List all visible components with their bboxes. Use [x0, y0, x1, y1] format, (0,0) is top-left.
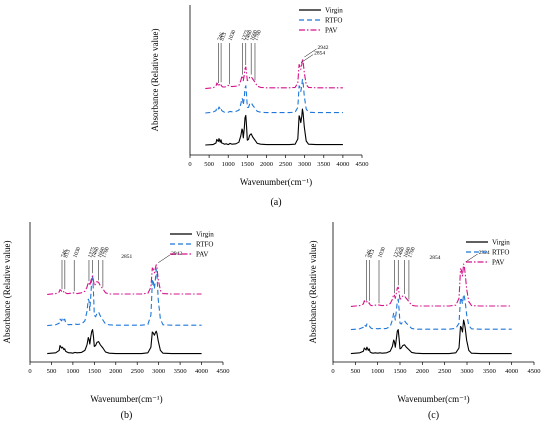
annotation-label: 1030: [72, 246, 82, 259]
annotation-label: 1600: [403, 246, 413, 259]
annotation-arrow: [300, 54, 314, 63]
x-tick-label: 4000: [336, 161, 349, 168]
x-tick-label: 4500: [356, 161, 369, 168]
x-tick-label: 0: [28, 368, 31, 375]
x-tick-label: 1000: [371, 368, 384, 375]
series-line-virgin: [47, 329, 202, 355]
chart-panel-2: 0 500 1000 1500 2000 2500 3000 3500 4000 4500 Wave…: [308, 222, 541, 421]
annotation-label: 746: [60, 249, 69, 259]
x-tick-label: 3500: [317, 161, 330, 168]
annotation-label: 2942: [171, 251, 182, 257]
annotation-label: 2854: [314, 51, 325, 57]
x-tick-label: 2500: [131, 368, 144, 375]
x-axis-title: Wavenumber(cm⁻¹): [397, 394, 469, 404]
x-tick-label: 0: [188, 161, 191, 168]
x-tick-label: 2000: [109, 368, 122, 375]
panel-label: (c): [428, 410, 439, 421]
x-tick-label: 4500: [217, 368, 230, 375]
panel-label: (a): [270, 197, 281, 208]
y-axis-title: Absorbance (Relative value): [2, 241, 12, 344]
x-tick-label: 500: [204, 161, 214, 168]
series-line-pav: [47, 264, 202, 295]
panel-label: (b): [121, 410, 133, 421]
legend-label-virgin: Virgin: [196, 231, 214, 239]
series-line-virgin: [205, 108, 343, 146]
annotation-label: 1460: [397, 246, 407, 259]
x-tick-label: 1000: [222, 161, 235, 168]
x-tick-label: 3000: [298, 161, 311, 168]
x-tick-label: 2500: [438, 368, 451, 375]
series-line-rtfo: [350, 293, 512, 331]
series-line-rtfo: [47, 268, 202, 327]
x-tick-label: 1500: [394, 368, 407, 375]
series-line-pav: [205, 58, 343, 90]
annotation-label: 1600: [249, 29, 259, 42]
annotation-label: 813: [368, 249, 377, 259]
series-line-rtfo: [205, 78, 343, 114]
annotation-label: 813: [63, 249, 72, 259]
annotation-label: 1030: [228, 29, 238, 42]
x-axis-title: Wavenumber(cm⁻¹): [90, 394, 162, 404]
legend-label-rtfo: RTFO: [196, 241, 213, 249]
annotation-label: 2942: [317, 45, 328, 51]
chart-panel-1: 0 500 1000 1500 2000 2500 3000 3500 4000 4500 Wave…: [2, 222, 230, 421]
legend-label-pav: PAV: [325, 27, 337, 35]
x-tick-label: 3000: [461, 368, 474, 375]
x-tick-label: 1000: [66, 368, 79, 375]
annotation-label: 1375: [87, 246, 97, 259]
annotation-label: 1700: [407, 246, 417, 259]
annotation-label: 813: [219, 32, 228, 42]
x-tick-label: 500: [350, 368, 360, 375]
y-axis-title: Absorbance (Relative value): [308, 241, 318, 344]
annotation-arrow: [465, 253, 478, 263]
annotation-label: 1375: [241, 29, 251, 42]
legend-label-virgin: Virgin: [492, 239, 510, 247]
x-tick-label: 1500: [241, 161, 254, 168]
x-tick-label: 2000: [260, 161, 273, 168]
x-tick-label: 4000: [505, 368, 518, 375]
x-tick-label: 2500: [279, 161, 292, 168]
x-tick-label: 500: [47, 368, 57, 375]
annotation-arrow: [158, 254, 171, 264]
legend-label-pav: PAV: [196, 251, 208, 259]
annotation-label: 1030: [377, 246, 387, 259]
annotation-label: 2924: [479, 250, 490, 256]
annotation-arrow: [304, 48, 317, 58]
y-axis-title: Absorbance (Relative value): [150, 29, 160, 132]
legend-label-rtfo: RTFO: [492, 249, 509, 257]
annotation-label: 1375: [393, 246, 403, 259]
annotation-label: 1460: [244, 29, 254, 42]
annotation-label: 1600: [97, 246, 107, 259]
legend-label-rtfo: RTFO: [325, 17, 342, 25]
x-tick-label: 0: [331, 368, 334, 375]
x-tick-label: 3000: [152, 368, 165, 375]
x-tick-label: 3500: [483, 368, 496, 375]
annotation-label: 746: [217, 32, 226, 42]
x-axis-title: Wavenumber(cm⁻¹): [240, 177, 312, 187]
x-tick-label: 3500: [174, 368, 187, 375]
annotation-label: 1460: [91, 246, 101, 259]
annotation-label: 2854: [429, 255, 440, 261]
chart-panel-0: 0 500 1000 1500 2000 2500 3000 3500 4000 4500 Wave…: [150, 5, 369, 208]
x-tick-label: 4000: [195, 368, 208, 375]
legend-label-virgin: Virgin: [325, 7, 343, 15]
annotation-label: 1700: [101, 246, 111, 259]
annotation-label: 2851: [121, 254, 132, 260]
legend-label-pav: PAV: [492, 259, 504, 267]
x-tick-label: 1500: [88, 368, 101, 375]
series-line-virgin: [350, 319, 512, 355]
annotation-label: 746: [365, 249, 374, 259]
annotation-label: 1700: [253, 29, 263, 42]
x-tick-label: 4500: [528, 368, 541, 375]
x-tick-label: 2000: [416, 368, 429, 375]
series-line-pav: [350, 263, 512, 307]
